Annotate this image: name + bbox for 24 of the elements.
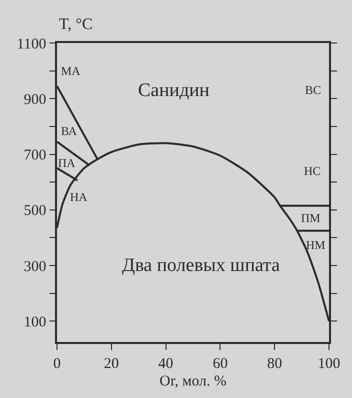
x-tick-label: 0 [53, 356, 61, 372]
y-tick-label: 900 [24, 92, 46, 108]
x-tick-label: 20 [104, 356, 119, 372]
y-tick-label: 700 [24, 148, 46, 164]
annotation: Два полевых шпата [122, 255, 280, 276]
annotation: ВА [61, 124, 78, 138]
annotation: НС [304, 164, 321, 178]
annotation: ВС [305, 83, 322, 97]
y-tick-label: 300 [24, 258, 46, 275]
y-tick-label: 500 [24, 203, 46, 220]
y-tick-label: 1100 [16, 36, 46, 52]
annotation: ПА [58, 156, 76, 170]
x-tick-label: 40 [158, 356, 174, 372]
annotation: ПМ [301, 211, 321, 225]
annotation: НА [70, 190, 88, 204]
annotation: НМ [306, 238, 326, 252]
x-tick-label: 60 [212, 356, 228, 372]
annotation: Санидин [138, 80, 210, 101]
y-tick-label: 100 [24, 314, 46, 330]
annotation: МА [61, 64, 81, 78]
x-axis-title: Or, мол. % [159, 373, 227, 390]
x-tick-label: 100 [318, 356, 340, 372]
y-axis-title: T, °C [59, 16, 93, 33]
x-tick-label: 80 [267, 356, 282, 372]
